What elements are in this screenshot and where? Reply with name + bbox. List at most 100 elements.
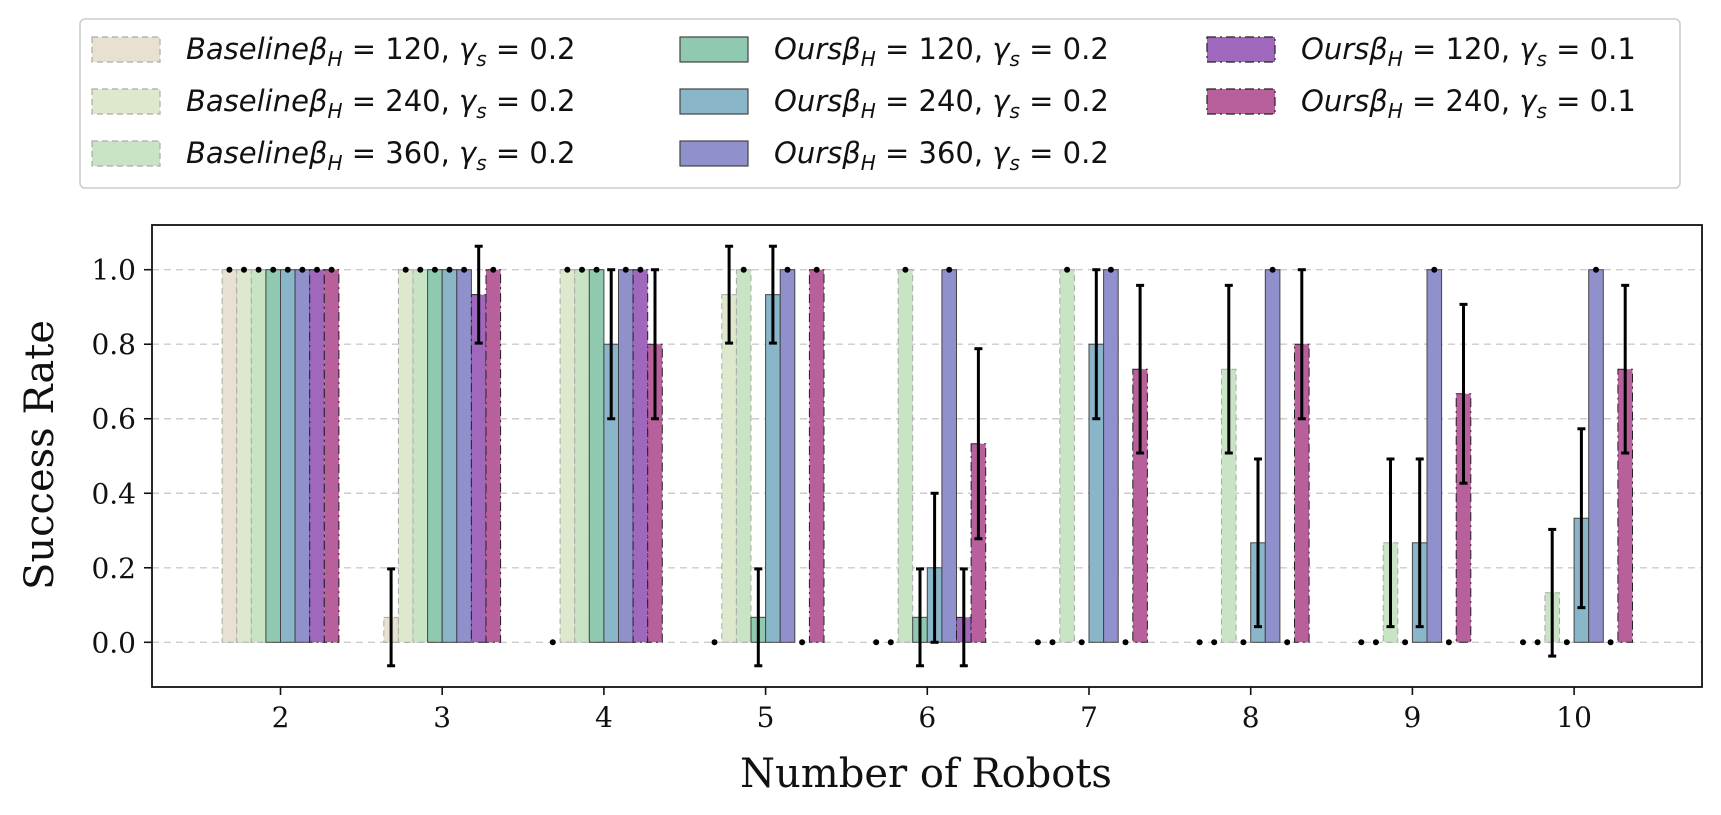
bar [309, 269, 325, 643]
data-point [1196, 639, 1203, 646]
bar [323, 269, 340, 643]
bar [470, 294, 487, 643]
bar [397, 269, 414, 643]
legend: BaselineβH = 120, γs = 0.2 BaselineβH = 2… [79, 18, 1681, 189]
bar [808, 269, 825, 643]
legend-entry: BaselineβH = 120, γs = 0.2 [91, 32, 576, 71]
bar [250, 269, 267, 643]
data-point [1269, 266, 1276, 273]
data-point [241, 266, 247, 273]
data-point [299, 266, 306, 273]
legend-entry: OursβH = 360, γs = 0.2 [679, 136, 1109, 175]
bar [1103, 269, 1119, 643]
data-point [564, 266, 571, 273]
x-tick-label: 10 [1556, 701, 1592, 734]
data-point [1358, 639, 1365, 646]
x-tick-label: 4 [595, 701, 613, 734]
data-point [461, 266, 468, 273]
data-point [1520, 639, 1526, 646]
legend-entry: OursβH = 240, γs = 0.1 [1206, 84, 1636, 123]
data-point [813, 266, 820, 273]
legend-entry: OursβH = 240, γs = 0.2 [679, 84, 1109, 123]
bar [412, 269, 429, 643]
category-group [1520, 266, 1634, 658]
data-point [328, 266, 335, 273]
data-point [1372, 639, 1379, 646]
legend-label: BaselineβH = 240, γs = 0.2 [186, 84, 576, 123]
bar [1588, 269, 1604, 643]
y-tick-label: 0.8 [91, 328, 136, 361]
x-tick-label: 5 [757, 701, 775, 734]
x-axis-label: Number of Robots [740, 751, 1112, 797]
category-group [1196, 266, 1310, 646]
bar [588, 269, 605, 643]
data-point [902, 266, 909, 273]
bar [427, 269, 443, 643]
legend-swatch [1206, 88, 1276, 115]
legend-swatch [91, 88, 161, 115]
category-group [549, 266, 663, 646]
bar [1264, 269, 1281, 643]
legend-swatch [679, 88, 749, 115]
bar [456, 269, 472, 643]
category-group [221, 266, 340, 643]
bar [236, 269, 252, 643]
data-point [1607, 639, 1614, 646]
x-tick-label: 8 [1242, 701, 1260, 734]
legend-entry: OursβH = 120, γs = 0.2 [679, 32, 1109, 71]
data-point [711, 639, 718, 646]
bar [721, 294, 737, 643]
data-point [946, 266, 953, 273]
category-group [873, 266, 987, 668]
bar [221, 269, 238, 643]
legend-label: OursβH = 240, γs = 0.2 [774, 84, 1109, 123]
x-tick-label: 9 [1403, 701, 1421, 734]
y-axis-label: Success Rate [17, 320, 63, 590]
legend-frame [79, 18, 1681, 189]
data-point [1534, 639, 1541, 646]
data-point [740, 266, 747, 273]
data-point [1211, 639, 1218, 646]
legend-label: BaselineβH = 120, γs = 0.2 [186, 32, 576, 71]
x-tick-label: 2 [272, 701, 290, 734]
x-tick-label: 7 [1080, 701, 1098, 734]
data-point [490, 266, 497, 273]
data-point [226, 266, 233, 273]
legend-label: OursβH = 360, γs = 0.2 [774, 136, 1109, 175]
data-point [431, 266, 438, 273]
data-point [1284, 639, 1291, 646]
data-point [314, 266, 320, 273]
data-point [593, 266, 600, 273]
x-tick-label: 3 [433, 701, 451, 734]
data-point [1431, 266, 1438, 273]
bar [265, 269, 281, 643]
bar [441, 269, 458, 643]
legend-swatch [1206, 36, 1276, 63]
data-point [622, 266, 629, 273]
bar [1059, 269, 1075, 643]
y-tick-label: 0.0 [91, 626, 136, 659]
data-point [417, 266, 424, 273]
data-point [799, 639, 806, 646]
data-point [1078, 639, 1085, 646]
bar [779, 269, 796, 643]
bar [1221, 368, 1237, 643]
x-tick-label: 6 [918, 701, 936, 734]
bar [485, 269, 502, 643]
legend-label: BaselineβH = 360, γs = 0.2 [186, 136, 576, 175]
data-point [1034, 639, 1041, 646]
legend-swatch [679, 36, 749, 63]
data-point [1563, 639, 1570, 646]
plot-area: 0.0 0.2 0.4 0.6 0.8 1.0 2 3 4 5 6 7 8 9 10 [91, 224, 1703, 734]
data-point [1122, 639, 1129, 646]
data-point [1049, 639, 1056, 646]
data-point [1107, 266, 1114, 273]
category-group [711, 244, 825, 668]
y-tick-label: 0.2 [91, 552, 136, 585]
legend-entry: OursβH = 120, γs = 0.1 [1206, 32, 1636, 71]
category-group [383, 244, 502, 668]
category-group [1034, 266, 1148, 646]
data-point [446, 266, 453, 273]
legend-label: OursβH = 120, γs = 0.2 [774, 32, 1109, 71]
